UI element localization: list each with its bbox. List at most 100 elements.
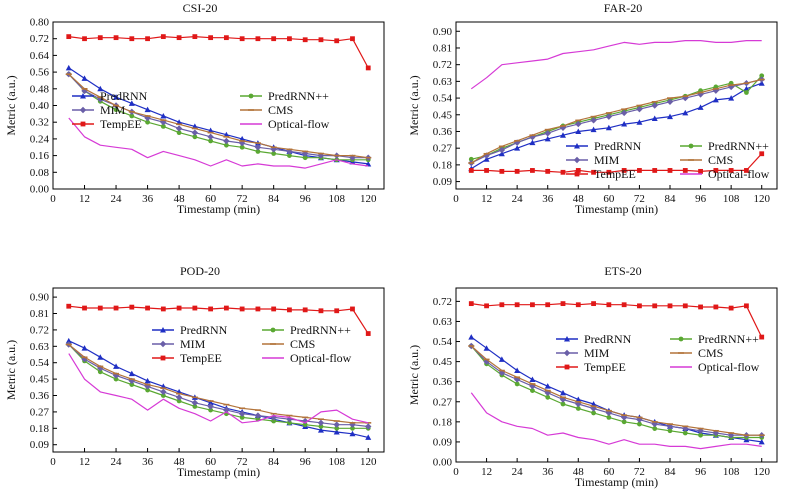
- data-point: [498, 146, 506, 154]
- data-point: [728, 95, 735, 101]
- data-point: [530, 388, 535, 394]
- data-point: [271, 418, 277, 424]
- data-point: [129, 304, 135, 310]
- data-point: [350, 36, 355, 42]
- y-tick-label: 0.72: [433, 59, 452, 71]
- chart-title: CSI-20: [183, 1, 218, 15]
- y-tick-label: 0.63: [433, 76, 453, 88]
- legend-item: PredRNN: [72, 89, 148, 103]
- series-line: [68, 353, 369, 424]
- data-point: [82, 36, 87, 42]
- y-tick-label: 0.36: [30, 390, 50, 402]
- series-predrnn-: [66, 342, 371, 431]
- data-point: [575, 128, 582, 134]
- legend-item: PredRNN++: [262, 323, 351, 337]
- y-tick-label: 0.54: [30, 357, 50, 369]
- panel-csi-20: CSI-20 0.00 0.08 0.16 0.24 0.32 0.40 0.48 0.56 0.…: [4, 1, 385, 216]
- data-point: [255, 36, 261, 42]
- legend-swatch-marker: [574, 171, 580, 177]
- series-line: [68, 117, 369, 169]
- legend-swatch-marker: [564, 336, 570, 342]
- data-point: [82, 305, 87, 311]
- data-point: [759, 334, 765, 340]
- data-point: [271, 151, 277, 156]
- data-point: [176, 130, 182, 136]
- data-point: [468, 168, 474, 173]
- data-point: [145, 36, 150, 42]
- data-point: [271, 36, 277, 42]
- legend-label: TempEE: [594, 167, 636, 181]
- y-tick-label: 0.09: [433, 176, 453, 188]
- x-tick-label: 0: [50, 456, 56, 468]
- data-point: [590, 401, 597, 407]
- x-tick-label: 24: [512, 466, 524, 478]
- data-point: [636, 119, 643, 125]
- y-tick-label: 0.27: [30, 406, 50, 418]
- legend-swatch-marker: [574, 143, 580, 149]
- data-point: [365, 160, 372, 167]
- data-point: [176, 398, 182, 404]
- x-axis-label: Timestamp (min): [575, 202, 658, 216]
- legend-label: PredRNN: [584, 332, 632, 346]
- data-point: [606, 414, 612, 420]
- legend-item: CMS: [240, 103, 293, 117]
- data-point: [698, 432, 703, 438]
- data-point: [239, 306, 245, 312]
- data-point: [544, 383, 551, 389]
- y-tick-label: 0.72: [30, 33, 49, 45]
- data-point: [545, 302, 551, 308]
- x-tick-label: 24: [111, 193, 123, 205]
- data-point: [145, 305, 150, 311]
- data-point: [65, 337, 72, 344]
- data-point: [208, 138, 214, 144]
- data-point: [97, 369, 103, 375]
- data-point: [97, 96, 104, 103]
- data-point: [591, 301, 596, 307]
- data-point: [160, 388, 167, 396]
- y-tick-label: 0.81: [433, 42, 452, 54]
- plot-frame: [52, 287, 385, 453]
- data-point: [606, 302, 612, 308]
- data-point: [317, 419, 325, 427]
- data-point: [728, 305, 734, 311]
- data-point: [365, 65, 371, 71]
- data-point: [365, 423, 372, 430]
- series-line: [470, 345, 762, 439]
- series-cms: [65, 343, 372, 424]
- data-point: [192, 34, 198, 40]
- series-line: [471, 303, 763, 338]
- series-optical-flow: [470, 39, 762, 90]
- data-point: [208, 35, 214, 41]
- y-tick-label: 0.90: [30, 292, 50, 304]
- legend-item: MIM: [72, 103, 126, 117]
- legend-item: TempEE: [566, 167, 636, 181]
- x-tick-label: 84: [665, 466, 677, 478]
- data-point: [637, 421, 642, 427]
- x-axis-label: Timestamp (min): [575, 475, 658, 489]
- data-point: [349, 430, 356, 437]
- y-tick-label: 0.81: [30, 308, 49, 320]
- data-point: [191, 129, 199, 136]
- y-axis-label: Metric (a.u.): [407, 345, 421, 405]
- plot-frame: [455, 287, 778, 463]
- data-point: [514, 381, 520, 387]
- y-tick-label: 0.18: [30, 423, 50, 435]
- y-tick-label: 0.36: [433, 126, 453, 138]
- chart-title: FAR-20: [604, 1, 642, 15]
- legend-item: PredRNN: [556, 332, 632, 346]
- y-tick-label: 0.00: [433, 457, 453, 469]
- legend-item: CMS: [680, 153, 733, 167]
- data-point: [529, 376, 536, 382]
- series-line: [68, 305, 369, 334]
- data-point: [544, 130, 551, 137]
- legend-label: MIM: [100, 103, 126, 117]
- data-point: [239, 36, 245, 42]
- data-point: [81, 75, 88, 81]
- legend-label: PredRNN++: [290, 323, 351, 337]
- x-tick-label: 96: [695, 466, 707, 478]
- data-point: [208, 407, 214, 413]
- data-point: [302, 307, 308, 313]
- data-point: [513, 139, 521, 146]
- data-point: [560, 169, 566, 175]
- data-point: [560, 132, 566, 138]
